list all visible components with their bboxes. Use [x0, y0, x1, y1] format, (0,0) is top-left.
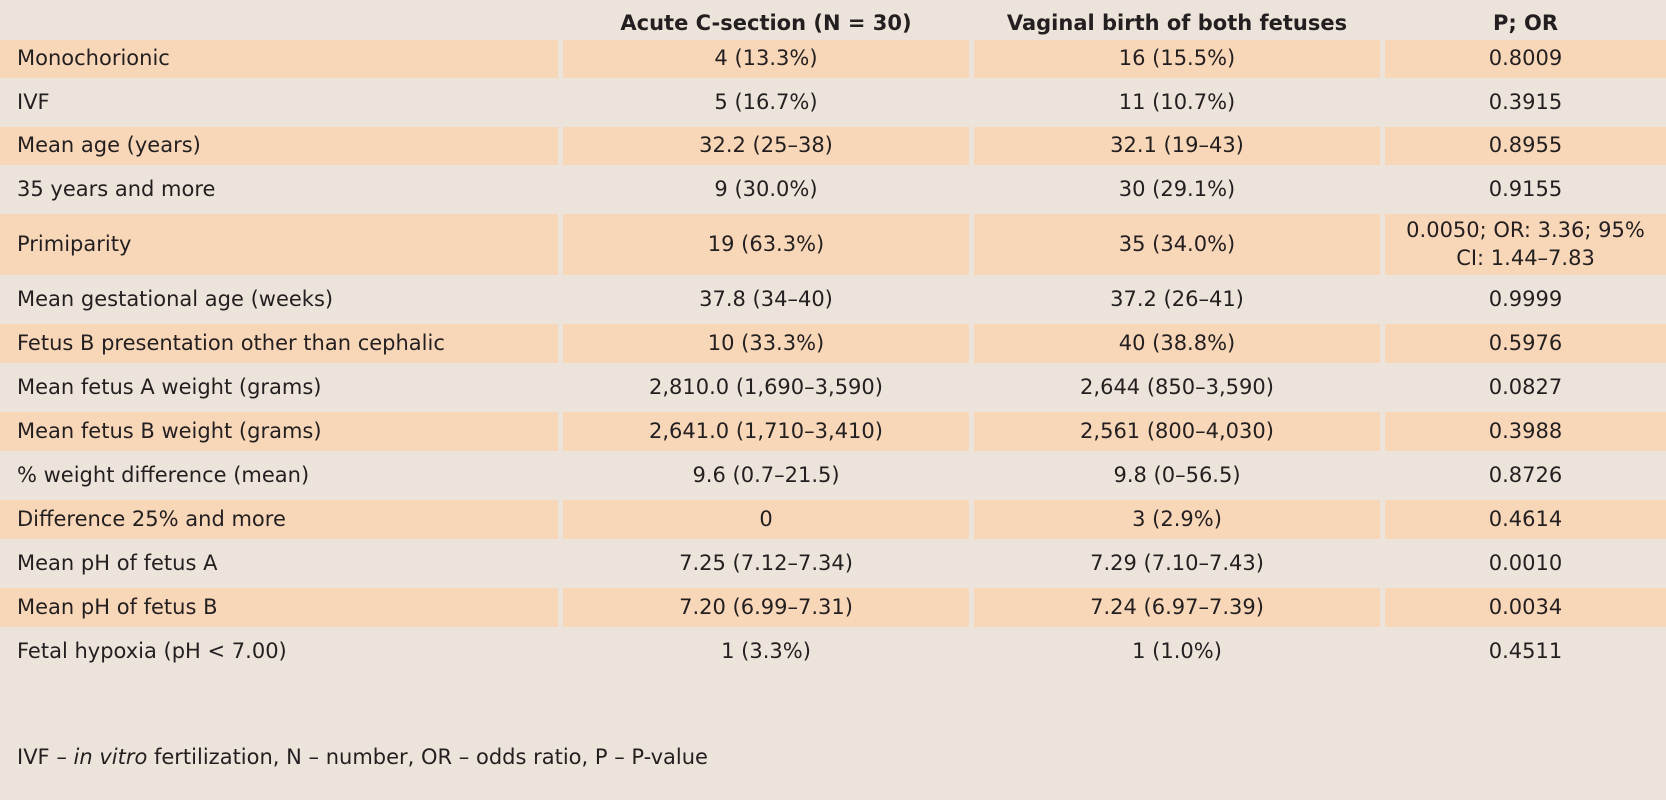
acute-c-section-value: 10 (33.3%)	[563, 324, 969, 363]
acute-c-section-value: 7.20 (6.99–7.31)	[563, 588, 969, 627]
row-label: Difference 25% and more	[0, 500, 558, 539]
footnote-prefix: IVF –	[17, 745, 74, 769]
table-row: Mean age (years) 32.2 (25–38) 32.1 (19–43)…	[0, 127, 1666, 165]
row-label: Monochorionic	[0, 40, 558, 78]
p-value: 0.8009	[1385, 40, 1666, 78]
row-label: 35 years and more	[17, 176, 216, 201]
vaginal-birth-value: 16 (15.5%)	[974, 40, 1380, 78]
table-row: Mean gestational age (weeks) 37.8 (34–40)…	[0, 280, 1666, 319]
p-value: 0.0010	[1488, 550, 1563, 575]
vaginal-birth-value: 30 (29.1%)	[1118, 176, 1236, 201]
acute-c-section-value: 9 (30.0%)	[714, 176, 818, 201]
acute-c-section-value: 2,810.0 (1,690–3,590)	[649, 374, 883, 399]
vaginal-birth-value: 2,644 (850–3,590)	[1080, 374, 1274, 399]
p-value: 0.3915	[1488, 89, 1563, 114]
row-label: Mean gestational age (weeks)	[17, 286, 334, 311]
vaginal-birth-value: 40 (38.8%)	[974, 324, 1380, 363]
p-value: 0.4614	[1385, 500, 1666, 539]
row-label: Mean fetus B weight (grams)	[0, 412, 558, 451]
acute-c-section-value: 19 (63.3%)	[563, 214, 969, 275]
p-value: 0.0034	[1385, 588, 1666, 627]
p-value: 0.5976	[1385, 324, 1666, 363]
table-row: Fetus B presentation other than cephalic…	[0, 324, 1666, 363]
vaginal-birth-value: 35 (34.0%)	[974, 214, 1380, 275]
p-value: 0.9155	[1488, 176, 1563, 201]
vaginal-birth-value: 1 (1.0%)	[1132, 638, 1222, 663]
vaginal-birth-value: 3 (2.9%)	[974, 500, 1380, 539]
p-value: 0.3988	[1385, 412, 1666, 451]
acute-c-section-value: 32.2 (25–38)	[563, 127, 969, 165]
table-row: 35 years and more 9 (30.0%) 30 (29.1%) 0.91…	[0, 170, 1666, 209]
p-value: 0.9999	[1488, 286, 1563, 311]
vaginal-birth-value: 7.29 (7.10–7.43)	[1090, 550, 1264, 575]
acute-c-section-value: 9.6 (0.7–21.5)	[692, 462, 840, 487]
vaginal-birth-value: 11 (10.7%)	[1118, 89, 1236, 114]
footnote-italic: in vitro	[73, 745, 148, 769]
table-row: Primiparity 19 (63.3%) 35 (34.0%) 0.0050; O…	[0, 214, 1666, 275]
table-row: Mean pH of fetus B 7.20 (6.99–7.31) 7.24 (…	[0, 588, 1666, 627]
p-value: 0.8955	[1385, 127, 1666, 165]
p-value: 0.0827	[1488, 374, 1563, 399]
row-label: Primiparity	[0, 214, 558, 275]
row-label: Fetus B presentation other than cephalic	[0, 324, 558, 363]
row-label: IVF	[17, 89, 50, 114]
p-value: 0.4511	[1488, 638, 1563, 663]
row-label: % weight difference (mean)	[17, 462, 310, 487]
acute-c-section-value: 4 (13.3%)	[563, 40, 969, 78]
acute-c-section-value: 5 (16.7%)	[714, 89, 818, 114]
p-value: 0.8726	[1488, 462, 1563, 487]
table-row: Difference 25% and more 0 3 (2.9%) 0.4614	[0, 500, 1666, 539]
acute-c-section-value: 0	[563, 500, 969, 539]
acute-c-section-value: 37.8 (34–40)	[699, 286, 833, 311]
table-row: IVF 5 (16.7%) 11 (10.7%) 0.3915	[0, 83, 1666, 122]
row-label: Mean age (years)	[0, 127, 558, 165]
table-row: Mean fetus B weight (grams) 2,641.0 (1,71…	[0, 412, 1666, 451]
acute-c-section-value: 7.25 (7.12–7.34)	[679, 550, 853, 575]
footnote-suffix: fertilization, N – number, OR – odds rat…	[147, 745, 708, 769]
table-row: Fetal hypoxia (pH < 7.00) 1 (3.3%) 1 (1.0%…	[0, 632, 1666, 671]
row-label: Mean fetus A weight (grams)	[17, 374, 322, 399]
vaginal-birth-value: 2,561 (800–4,030)	[974, 412, 1380, 451]
table-footnote: IVF – in vitro fertilization, N – number…	[17, 745, 708, 769]
column-header-vaginal-birth: Vaginal birth of both fetuses	[1006, 10, 1348, 35]
acute-c-section-value: 2,641.0 (1,710–3,410)	[563, 412, 969, 451]
p-value: 0.0050; OR: 3.36; 95% CI: 1.44–7.83	[1385, 214, 1666, 275]
vaginal-birth-value: 32.1 (19–43)	[974, 127, 1380, 165]
row-label: Mean pH of fetus A	[17, 550, 218, 575]
vaginal-birth-value: 7.24 (6.97–7.39)	[974, 588, 1380, 627]
row-label: Mean pH of fetus B	[0, 588, 558, 627]
acute-c-section-value: 1 (3.3%)	[721, 638, 811, 663]
vaginal-birth-value: 9.8 (0–56.5)	[1113, 462, 1241, 487]
table-row: % weight difference (mean) 9.6 (0.7–21.5)…	[0, 456, 1666, 495]
vaginal-birth-value: 37.2 (26–41)	[1110, 286, 1244, 311]
table-header: Acute C-section (N = 30) Vaginal birth o…	[0, 0, 1666, 45]
table-row: Monochorionic 4 (13.3%) 16 (15.5%) 0.8009	[0, 40, 1666, 78]
table-row: Mean fetus A weight (grams) 2,810.0 (1,69…	[0, 368, 1666, 407]
table-row: Mean pH of fetus A 7.25 (7.12–7.34) 7.29 (…	[0, 544, 1666, 583]
row-label: Fetal hypoxia (pH < 7.00)	[17, 638, 287, 663]
column-header-acute-c-section: Acute C-section (N = 30)	[620, 10, 912, 35]
column-header-p-or: P; OR	[1492, 10, 1559, 35]
